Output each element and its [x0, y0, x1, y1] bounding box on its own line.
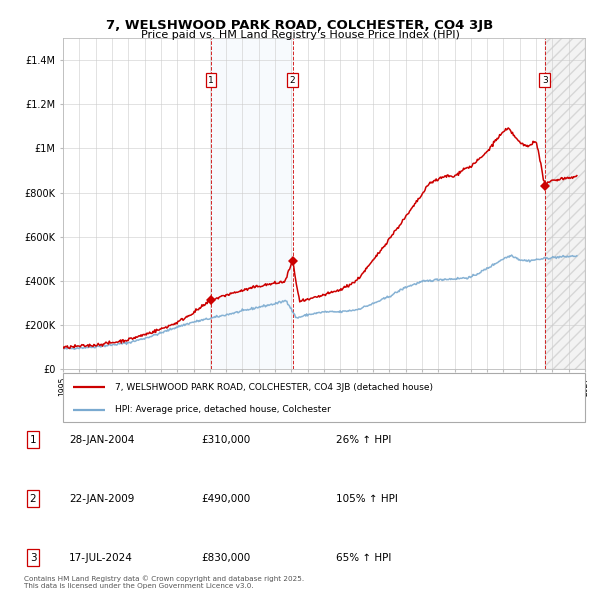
Text: This data is licensed under the Open Government Licence v3.0.: This data is licensed under the Open Gov…	[24, 583, 254, 589]
Bar	[545, 38, 585, 369]
Text: 2: 2	[290, 76, 295, 85]
Text: 22-JAN-2009: 22-JAN-2009	[69, 494, 134, 503]
Text: 26% ↑ HPI: 26% ↑ HPI	[336, 435, 391, 444]
Text: Price paid vs. HM Land Registry's House Price Index (HPI): Price paid vs. HM Land Registry's House …	[140, 30, 460, 40]
Text: 3: 3	[542, 76, 548, 85]
FancyBboxPatch shape	[63, 373, 585, 422]
Text: 7, WELSHWOOD PARK ROAD, COLCHESTER, CO4 3JB: 7, WELSHWOOD PARK ROAD, COLCHESTER, CO4 …	[106, 19, 494, 32]
Text: £310,000: £310,000	[201, 435, 250, 444]
Text: 1: 1	[29, 435, 37, 444]
Text: 65% ↑ HPI: 65% ↑ HPI	[336, 553, 391, 562]
Text: 2: 2	[29, 494, 37, 503]
Text: 17-JUL-2024: 17-JUL-2024	[69, 553, 133, 562]
Text: 28-JAN-2004: 28-JAN-2004	[69, 435, 134, 444]
Text: 3: 3	[29, 553, 37, 562]
Text: 105% ↑ HPI: 105% ↑ HPI	[336, 494, 398, 503]
Text: £490,000: £490,000	[201, 494, 250, 503]
Text: 1: 1	[208, 76, 214, 85]
Text: £830,000: £830,000	[201, 553, 250, 562]
Text: 7, WELSHWOOD PARK ROAD, COLCHESTER, CO4 3JB (detached house): 7, WELSHWOOD PARK ROAD, COLCHESTER, CO4 …	[115, 382, 433, 392]
Text: Contains HM Land Registry data © Crown copyright and database right 2025.: Contains HM Land Registry data © Crown c…	[24, 576, 304, 582]
Text: HPI: Average price, detached house, Colchester: HPI: Average price, detached house, Colc…	[115, 405, 331, 414]
Bar	[211, 38, 293, 369]
